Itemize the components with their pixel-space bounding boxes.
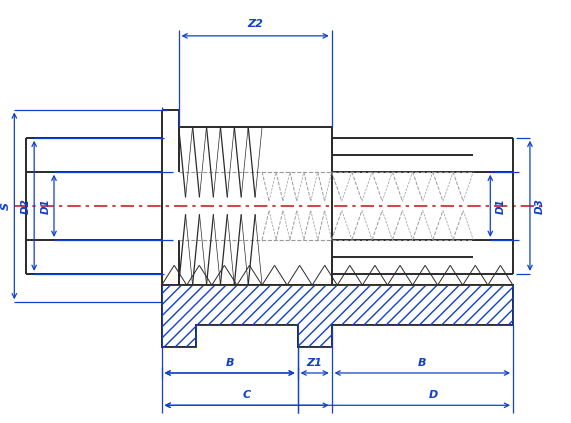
Text: D1: D1 <box>496 198 505 214</box>
Polygon shape <box>162 285 513 347</box>
Text: S: S <box>1 202 11 210</box>
Text: B: B <box>226 358 234 368</box>
Text: Z2: Z2 <box>247 19 263 29</box>
Text: D: D <box>429 390 439 400</box>
Text: Z1: Z1 <box>307 358 323 368</box>
Text: B: B <box>418 358 427 368</box>
Text: D3: D3 <box>535 198 545 214</box>
Text: C: C <box>243 390 251 400</box>
Text: D2: D2 <box>21 198 31 214</box>
Text: D1: D1 <box>41 198 50 214</box>
